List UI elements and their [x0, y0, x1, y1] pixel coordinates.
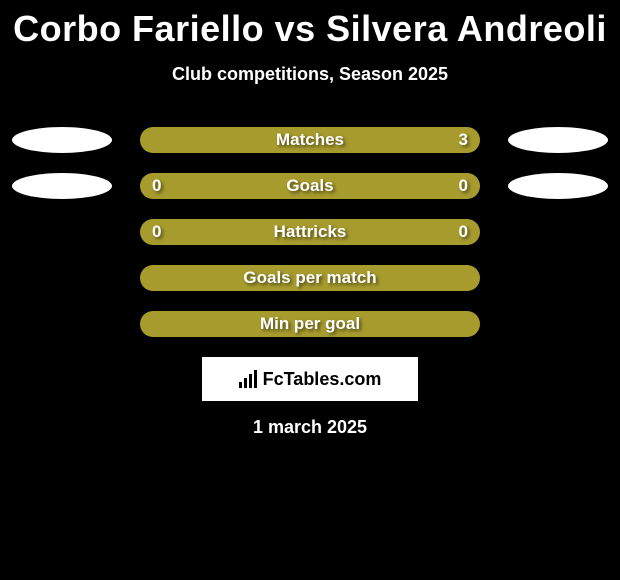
- right-ellipse: [508, 127, 608, 153]
- stat-right-value: 0: [459, 176, 468, 196]
- stat-label: Matches: [276, 130, 344, 150]
- stat-row-goals: 0 Goals 0: [0, 173, 620, 199]
- left-ellipse: [12, 127, 112, 153]
- stat-row-matches: Matches 3: [0, 127, 620, 153]
- stat-row-hattricks: 0 Hattricks 0: [0, 219, 620, 245]
- footer-date: 1 march 2025: [0, 417, 620, 438]
- bar-chart-icon: [239, 370, 259, 388]
- left-ellipse: [12, 173, 112, 199]
- stat-label: Goals: [286, 176, 333, 196]
- stats-container: Matches 3 0 Goals 0 0 Hattricks 0 Goals …: [0, 127, 620, 337]
- page-subtitle: Club competitions, Season 2025: [0, 64, 620, 85]
- page-title: Corbo Fariello vs Silvera Andreoli: [0, 0, 620, 50]
- right-ellipse: [508, 173, 608, 199]
- stat-bar: 0 Goals 0: [140, 173, 480, 199]
- stat-left-value: 0: [152, 176, 161, 196]
- stat-right-value: 0: [459, 222, 468, 242]
- stat-label: Hattricks: [274, 222, 347, 242]
- stat-row-goals-per-match: Goals per match: [0, 265, 620, 291]
- branding-badge: FcTables.com: [202, 357, 418, 401]
- stat-left-value: 0: [152, 222, 161, 242]
- stat-right-value: 3: [459, 130, 468, 150]
- stat-label: Goals per match: [243, 268, 376, 288]
- stat-label: Min per goal: [260, 314, 360, 334]
- stat-bar: Goals per match: [140, 265, 480, 291]
- stat-bar: Min per goal: [140, 311, 480, 337]
- stat-bar: Matches 3: [140, 127, 480, 153]
- stat-bar: 0 Hattricks 0: [140, 219, 480, 245]
- stat-row-min-per-goal: Min per goal: [0, 311, 620, 337]
- branding-text: FcTables.com: [263, 369, 382, 390]
